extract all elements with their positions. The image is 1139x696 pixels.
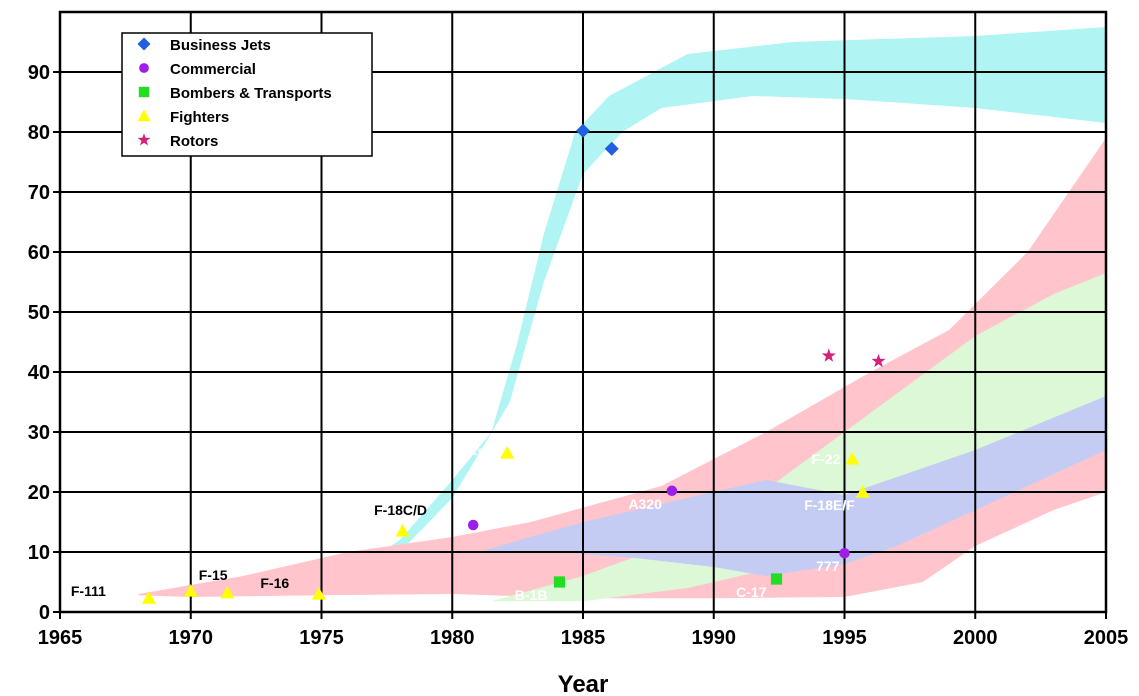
x-axis-ticks: 1965 1970 1975 1980 1985 1990 1995 2000 2005 <box>38 612 1129 649</box>
legend-label: Bombers & Transports <box>170 85 332 102</box>
legend-marker <box>138 86 150 98</box>
y-tick-label: 50 <box>28 302 50 324</box>
x-tick-label: 2000 <box>953 627 998 649</box>
legend-marker <box>137 109 151 122</box>
point-label: F-111 <box>71 583 106 599</box>
data-points <box>141 123 886 604</box>
point-label: AV-8B <box>455 445 495 461</box>
point-label: A320 <box>628 496 662 512</box>
data-point <box>666 485 678 497</box>
point-label: F-18E/F <box>804 497 855 513</box>
data-point <box>845 452 860 465</box>
data-point <box>855 485 870 498</box>
legend-marker <box>137 37 151 51</box>
legend: Business Jets Commercial Bombers & Transpo… <box>121 32 373 157</box>
point-label: B-1B <box>515 587 548 603</box>
legend-marker <box>139 63 149 73</box>
point-label: F-22 <box>812 451 841 467</box>
x-tick-label: 1980 <box>430 627 475 649</box>
grid-lines <box>58 10 1108 614</box>
data-point <box>553 576 566 588</box>
legend-label: Commercial <box>170 61 256 78</box>
x-tick-label: 1995 <box>822 627 867 649</box>
x-axis-title: Year <box>558 671 609 696</box>
x-tick-label: 1990 <box>692 627 737 649</box>
data-point <box>821 348 836 362</box>
x-tick-label: 1985 <box>561 627 606 649</box>
legend-label: Rotors <box>170 133 218 150</box>
y-tick-label: 80 <box>28 122 50 144</box>
data-point <box>770 573 783 585</box>
data-point <box>839 547 850 559</box>
y-tick-label: 90 <box>28 62 50 84</box>
point-labels: A320 777 B-1B C-17 F-111 F-15 F-16 F-18C/D AV-8B… <box>71 445 855 603</box>
y-axis-ticks: 0 10 20 30 40 50 60 70 80 90 <box>28 62 60 624</box>
data-point <box>220 585 235 599</box>
range-band-3 <box>478 396 1106 576</box>
y-tick-label: 30 <box>28 422 50 444</box>
data-point <box>311 587 326 600</box>
data-point <box>604 141 619 156</box>
data-point <box>467 519 479 531</box>
y-tick-label: 60 <box>28 242 50 264</box>
x-tick-label: 1970 <box>169 627 214 649</box>
data-point <box>395 524 410 537</box>
point-label: F-18C/D <box>374 502 427 518</box>
data-point <box>183 584 198 597</box>
y-tick-label: 40 <box>28 362 50 384</box>
data-point <box>141 591 156 604</box>
legend-marker <box>137 133 151 146</box>
y-tick-label: 20 <box>28 482 50 504</box>
point-label: F-15 <box>199 567 228 583</box>
x-tick-label: 1965 <box>38 627 83 649</box>
y-tick-label: 0 <box>39 602 50 624</box>
legend-box <box>121 32 373 157</box>
x-tick-label: 2005 <box>1084 627 1129 649</box>
point-label: C-17 <box>736 584 767 600</box>
range-band-2 <box>491 273 1106 602</box>
data-point <box>576 123 590 138</box>
y-tick-label: 70 <box>28 182 50 204</box>
data-point <box>871 353 886 368</box>
range-bands <box>138 27 1106 602</box>
legend-label: Fighters <box>170 109 229 126</box>
data-point <box>500 446 515 459</box>
point-label: F-16 <box>260 575 289 591</box>
range-band-0 <box>329 27 1106 587</box>
legend-label: Business Jets <box>170 37 271 54</box>
point-label: 777 <box>816 558 840 574</box>
y-tick-label: 10 <box>28 542 50 564</box>
x-tick-label: 1975 <box>299 627 344 649</box>
